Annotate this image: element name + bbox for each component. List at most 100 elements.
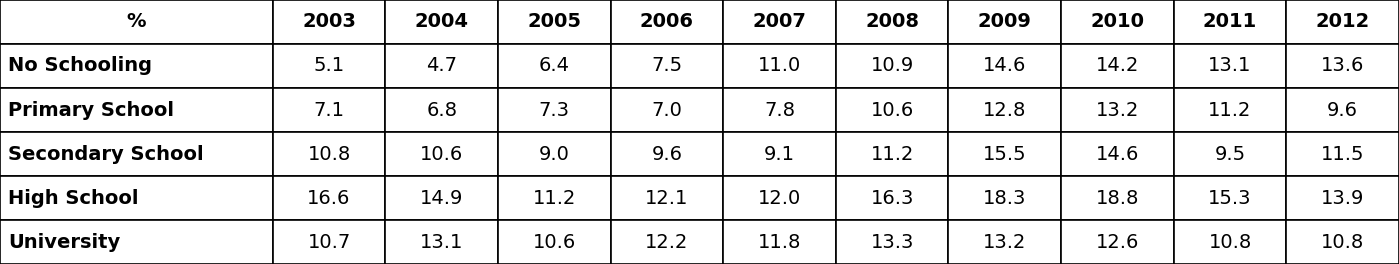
Bar [835,132,949,176]
Bar [949,88,1060,132]
Text: 5.1: 5.1 [313,56,344,76]
Bar [1060,88,1174,132]
Bar [0,44,273,88]
Bar [835,220,949,264]
Text: 10.8: 10.8 [1209,233,1252,252]
Text: 12.6: 12.6 [1095,233,1139,252]
Text: 11.2: 11.2 [1209,101,1252,120]
Bar [1286,44,1399,88]
Bar [723,88,835,132]
Bar [498,176,610,220]
Text: 18.8: 18.8 [1095,188,1139,208]
Bar [1060,176,1174,220]
Bar [610,44,723,88]
Text: 13.3: 13.3 [870,233,914,252]
Text: 11.0: 11.0 [758,56,802,76]
Text: 14.6: 14.6 [1095,144,1139,163]
Text: 10.6: 10.6 [420,144,463,163]
Text: 13.6: 13.6 [1321,56,1364,76]
Bar [273,44,385,88]
Bar [0,0,273,44]
Text: 9.6: 9.6 [652,144,683,163]
Bar [385,44,498,88]
Text: 12.2: 12.2 [645,233,688,252]
Bar [835,176,949,220]
Bar [723,44,835,88]
Text: 7.1: 7.1 [313,101,344,120]
Bar [610,0,723,44]
Bar [0,220,273,264]
Text: University: University [8,233,120,252]
Text: 13.2: 13.2 [1095,101,1139,120]
Bar [273,220,385,264]
Text: 10.8: 10.8 [1321,233,1364,252]
Bar [273,88,385,132]
Text: 2010: 2010 [1090,12,1144,31]
Bar [835,0,949,44]
Bar [1060,132,1174,176]
Bar [273,132,385,176]
Text: 2003: 2003 [302,12,355,31]
Bar [1174,88,1286,132]
Bar [949,176,1060,220]
Bar [273,0,385,44]
Text: 11.5: 11.5 [1321,144,1364,163]
Bar [949,0,1060,44]
Bar [1060,44,1174,88]
Bar [610,88,723,132]
Bar [0,88,273,132]
Text: 10.8: 10.8 [308,144,351,163]
Bar [1060,220,1174,264]
Text: High School: High School [8,188,139,208]
Bar [385,220,498,264]
Bar [835,44,949,88]
Text: 7.0: 7.0 [652,101,683,120]
Bar [723,0,835,44]
Bar [498,0,610,44]
Bar [385,132,498,176]
Text: 7.8: 7.8 [764,101,795,120]
Text: %: % [126,12,145,31]
Bar [949,132,1060,176]
Bar [610,220,723,264]
Text: 10.6: 10.6 [533,233,576,252]
Text: 2012: 2012 [1315,12,1370,31]
Bar [949,220,1060,264]
Bar [949,44,1060,88]
Bar [723,176,835,220]
Bar [610,176,723,220]
Bar [1174,0,1286,44]
Text: 10.7: 10.7 [308,233,351,252]
Bar [385,0,498,44]
Text: 2008: 2008 [865,12,919,31]
Text: 9.1: 9.1 [764,144,795,163]
Bar [1286,88,1399,132]
Text: 2005: 2005 [527,12,581,31]
Text: 10.9: 10.9 [870,56,914,76]
Bar [273,176,385,220]
Text: 7.3: 7.3 [539,101,569,120]
Bar [385,88,498,132]
Text: 9.0: 9.0 [539,144,569,163]
Bar [498,44,610,88]
Bar [610,132,723,176]
Text: 12.8: 12.8 [983,101,1027,120]
Bar [1174,44,1286,88]
Text: 11.2: 11.2 [870,144,914,163]
Bar [0,132,273,176]
Text: 2006: 2006 [639,12,694,31]
Text: No Schooling: No Schooling [8,56,152,76]
Text: 15.3: 15.3 [1209,188,1252,208]
Text: 4.7: 4.7 [427,56,457,76]
Bar [0,176,273,220]
Bar [723,220,835,264]
Text: 7.5: 7.5 [652,56,683,76]
Text: 15.5: 15.5 [983,144,1027,163]
Text: 14.2: 14.2 [1095,56,1139,76]
Text: 9.6: 9.6 [1328,101,1358,120]
Text: 14.6: 14.6 [983,56,1027,76]
Text: 9.5: 9.5 [1214,144,1245,163]
Bar [1286,0,1399,44]
Text: 6.4: 6.4 [539,56,569,76]
Text: 2004: 2004 [414,12,469,31]
